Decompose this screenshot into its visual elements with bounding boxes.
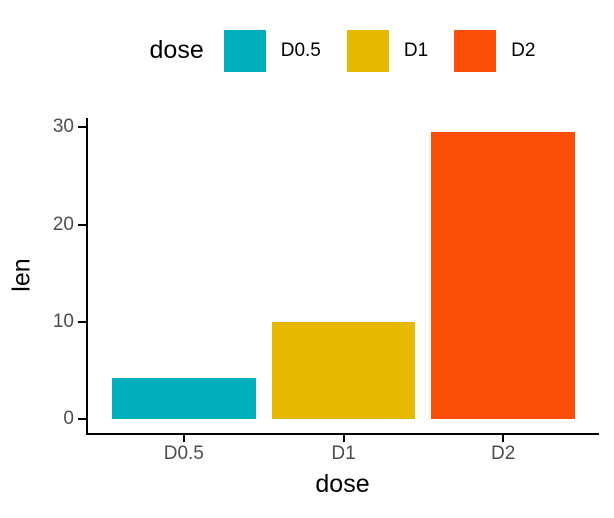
legend-item: D2	[454, 29, 536, 72]
x-tick-mark	[182, 435, 185, 442]
y-tick-label: 20	[52, 213, 74, 235]
legend-swatch	[223, 29, 266, 72]
legend-swatch	[454, 29, 497, 72]
plot-panel	[86, 118, 599, 435]
legend-title: dose	[149, 36, 204, 64]
y-tick-label: 0	[63, 407, 74, 429]
legend-item: D0.5	[223, 29, 321, 72]
x-tick-label: D2	[491, 443, 516, 464]
legend-items: D0.5 D1 D2	[223, 29, 536, 72]
y-axis-title: len	[7, 258, 36, 292]
y-tick-label: 10	[52, 310, 74, 332]
x-tick-label: D1	[331, 443, 356, 464]
x-axis-title: dose	[315, 470, 370, 498]
x-tick-mark	[502, 435, 505, 442]
legend-item-label: D0.5	[280, 39, 321, 61]
y-tick-mark	[78, 320, 86, 323]
y-tick-mark	[78, 223, 86, 226]
y-tick-mark	[78, 126, 86, 129]
y-tick-label: 30	[52, 116, 74, 138]
legend-item-label: D2	[511, 39, 536, 61]
bar-D0.5	[111, 377, 256, 419]
x-tick-mark	[342, 435, 345, 442]
legend-item-label: D1	[403, 39, 429, 61]
bar-D1	[271, 321, 416, 419]
x-tick-label: D0.5	[163, 443, 204, 464]
legend: dose D0.5 D1 D2	[86, 29, 599, 72]
y-tick-mark	[78, 417, 86, 420]
legend-swatch	[346, 29, 389, 72]
bar-D2	[431, 132, 576, 419]
legend-item: D1	[346, 29, 429, 72]
